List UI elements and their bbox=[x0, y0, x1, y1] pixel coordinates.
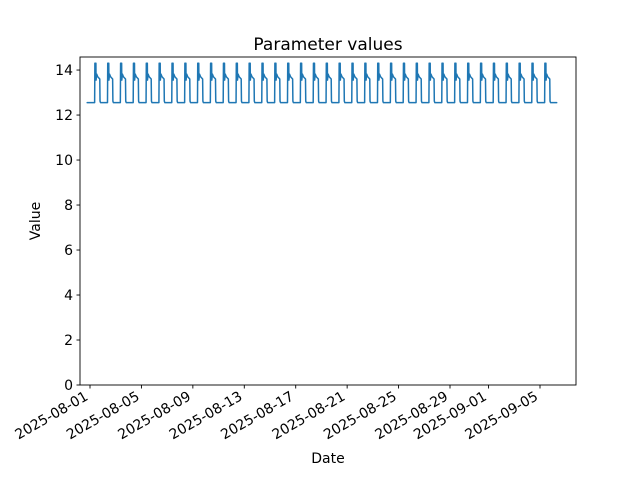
y-tick-label: 2 bbox=[64, 333, 73, 349]
chart-title: Parameter values bbox=[253, 35, 402, 55]
y-tick-label: 8 bbox=[64, 198, 73, 214]
x-axis-label: Date bbox=[311, 451, 344, 467]
series-line bbox=[86, 62, 558, 104]
y-tick-label: 0 bbox=[64, 378, 73, 394]
y-tick-label: 10 bbox=[55, 153, 73, 169]
y-axis-label: Value bbox=[28, 202, 44, 240]
plot-area bbox=[79, 56, 577, 386]
y-tick-label: 6 bbox=[64, 243, 73, 259]
y-tick-label: 12 bbox=[55, 108, 73, 124]
y-axis-ticks: 0 2 4 6 8 10 12 14 bbox=[55, 63, 80, 394]
y-tick-label: 4 bbox=[64, 288, 73, 304]
y-tick-label: 14 bbox=[55, 63, 73, 79]
